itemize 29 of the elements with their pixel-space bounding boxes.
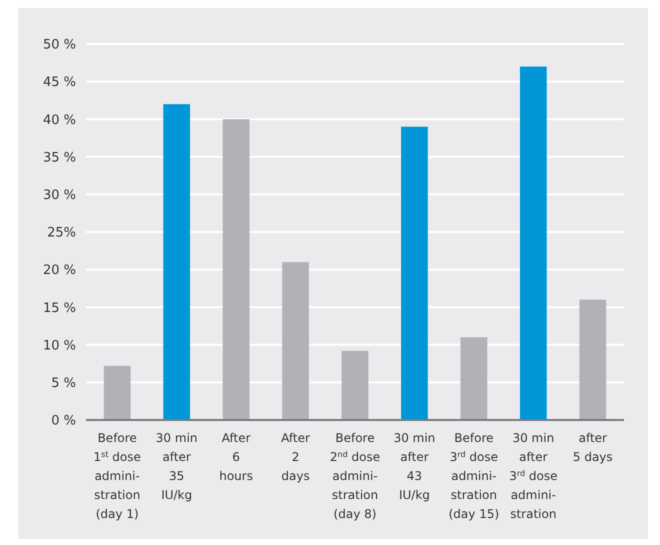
bar — [222, 119, 250, 420]
y-tick-label: 50 % — [42, 38, 76, 53]
y-tick-label: 25% — [47, 226, 76, 241]
bar — [520, 66, 547, 420]
y-tick-label: 0 % — [51, 414, 76, 429]
bar — [401, 126, 428, 420]
bar — [104, 366, 131, 420]
y-tick-label: 10 % — [42, 338, 76, 354]
y-tick-label: 20 % — [42, 263, 76, 278]
x-tick-label: after 5 days — [572, 431, 613, 464]
x-tick-label: After 6 hours — [219, 431, 253, 483]
y-tick-label: 5 % — [51, 376, 76, 391]
bar — [163, 104, 190, 420]
x-tick-label: 30 min after 43 IU/kg — [394, 431, 436, 502]
y-tick-label: 45 % — [42, 75, 76, 90]
x-tick-label: After 2 days — [281, 431, 310, 483]
y-tick-label: 15 % — [42, 300, 76, 316]
x-tick-label: Before 3$^{rd}$ dose admini- stration (day 15) — [448, 431, 500, 521]
x-tick-label: Before 1$^{st}$ dose admini- stration (day 1) — [94, 431, 141, 521]
x-tick-label: 30 min after 3$^{rd}$ dose admini- stration — [509, 431, 558, 521]
y-tick-label: 40 % — [42, 112, 76, 128]
x-tick-label: 30 min after 35 IU/kg — [156, 431, 198, 502]
bar — [282, 262, 309, 420]
bar — [460, 337, 488, 420]
bar — [579, 300, 606, 420]
bar — [342, 350, 368, 420]
y-tick-label: 35 % — [42, 150, 76, 166]
y-tick-label: 30 % — [42, 188, 76, 203]
x-tick-label: Before 2$^{nd}$ dose admini- stration (day 8) — [330, 431, 380, 521]
